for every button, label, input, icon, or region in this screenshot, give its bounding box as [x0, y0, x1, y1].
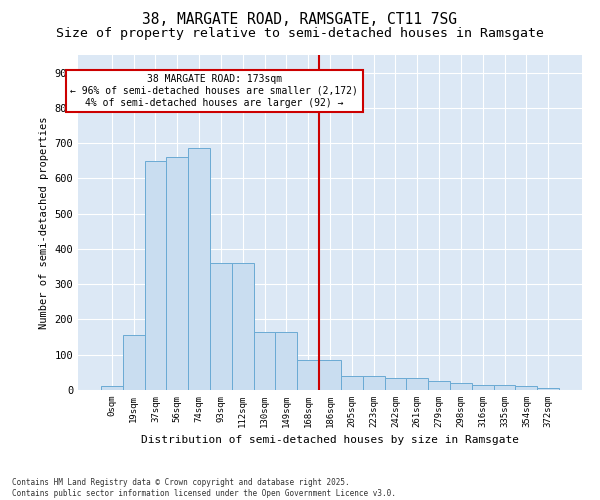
Bar [515, 386, 537, 390]
Bar [232, 263, 254, 390]
Bar [166, 158, 188, 390]
Bar [297, 360, 319, 390]
Bar [319, 360, 341, 390]
Bar [341, 376, 363, 390]
X-axis label: Distribution of semi-detached houses by size in Ramsgate: Distribution of semi-detached houses by … [141, 436, 519, 446]
Bar [101, 386, 123, 390]
Bar [494, 384, 515, 390]
Bar [123, 336, 145, 390]
Bar [537, 388, 559, 390]
Bar [428, 381, 450, 390]
Bar [145, 161, 166, 390]
Bar [363, 376, 385, 390]
Bar [450, 383, 472, 390]
Text: Size of property relative to semi-detached houses in Ramsgate: Size of property relative to semi-detach… [56, 28, 544, 40]
Text: 38 MARGATE ROAD: 173sqm
← 96% of semi-detached houses are smaller (2,172)
4% of : 38 MARGATE ROAD: 173sqm ← 96% of semi-de… [70, 74, 358, 108]
Bar [275, 332, 297, 390]
Bar [188, 148, 210, 390]
Bar [210, 263, 232, 390]
Bar [472, 384, 494, 390]
Bar [406, 378, 428, 390]
Bar [385, 378, 406, 390]
Y-axis label: Number of semi-detached properties: Number of semi-detached properties [39, 116, 49, 329]
Text: 38, MARGATE ROAD, RAMSGATE, CT11 7SG: 38, MARGATE ROAD, RAMSGATE, CT11 7SG [143, 12, 458, 28]
Text: Contains HM Land Registry data © Crown copyright and database right 2025.
Contai: Contains HM Land Registry data © Crown c… [12, 478, 396, 498]
Bar [254, 332, 275, 390]
